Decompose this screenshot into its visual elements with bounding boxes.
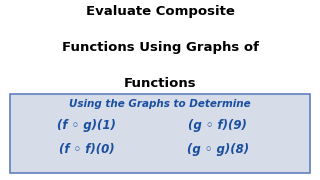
Text: (g ◦ g)(8): (g ◦ g)(8): [187, 143, 249, 156]
Text: (f ◦ f)(0): (f ◦ f)(0): [59, 143, 114, 156]
Text: Evaluate Composite: Evaluate Composite: [85, 5, 235, 18]
Text: Using the Graphs to Determine: Using the Graphs to Determine: [69, 99, 251, 109]
Text: Functions: Functions: [124, 77, 196, 90]
Text: (f ◦ g)(1): (f ◦ g)(1): [57, 120, 116, 132]
Text: Functions Using Graphs of: Functions Using Graphs of: [61, 41, 259, 54]
Text: (g ◦ f)(9): (g ◦ f)(9): [188, 120, 247, 132]
